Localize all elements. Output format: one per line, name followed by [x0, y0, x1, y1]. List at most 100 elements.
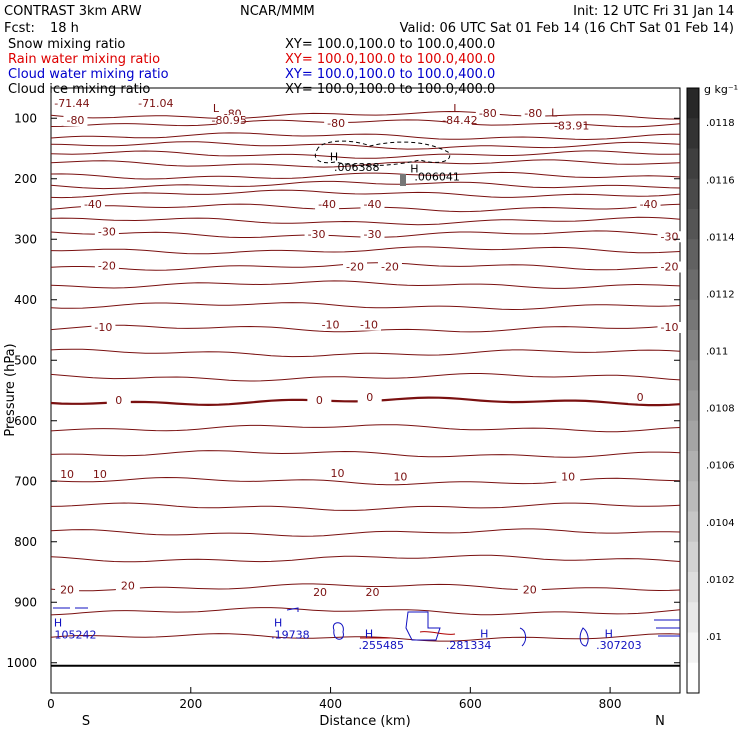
max-value-label-2: 105242 [54, 629, 96, 642]
colorbar-swatch-17 [687, 602, 699, 633]
isotherm-8 [50, 189, 681, 199]
contour-label-bg-5 [521, 107, 546, 119]
legend-cloud-water-xy: XY= 100.0,100.0 to 100.0,400.0 [285, 67, 495, 82]
cloud-water-contour-5 [579, 627, 589, 647]
isotherm-7 [50, 180, 681, 190]
fcst-label: Fcst: [4, 21, 35, 36]
contour-label-18: -20 [98, 259, 116, 272]
fcst-value: 18 h [50, 21, 79, 36]
legend-cloud-ice-name: Cloud ice mixing ratio [8, 82, 150, 97]
contour-label-bg-28 [357, 392, 382, 404]
legend-cloud-ice-xy: XY= 100.0,100.0 to 100.0,400.0 [285, 82, 495, 97]
isotherm-16 [50, 324, 681, 333]
contour-label-bg-15 [304, 228, 329, 240]
contour-label-bg-11 [315, 199, 340, 211]
colorbar-swatch-13 [687, 481, 699, 512]
extremum-marker-0: L [213, 102, 220, 115]
contour-labels: -71.44 -71.04-80-80-80-80-80-80.95 -84.42-… [54, 97, 682, 652]
contour-label-bg-20 [377, 261, 402, 273]
contour-label-35: 20 [60, 584, 74, 597]
cloud-features [51, 140, 680, 667]
contour-label-bg-37 [308, 586, 333, 598]
init-time: Init: 12 UTC Fri 31 Jan 14 [573, 4, 734, 19]
y-tick-label-3: 400 [14, 293, 37, 307]
legend-snow-name: Snow mixing ratio [8, 37, 125, 52]
colorbar-swatch-8 [687, 330, 699, 361]
contour-label-bg-3 [220, 108, 245, 120]
contour-label-bg-16 [360, 228, 385, 240]
colorbar-tick-2: .0114 [706, 232, 735, 243]
contour-label-bg-9 [559, 120, 584, 132]
rain-water-contour [360, 631, 456, 639]
isotherm-22 [50, 476, 681, 486]
contour-label-bg-14 [94, 226, 119, 238]
extremum-marker-3: H [330, 151, 338, 164]
x-axis-title: Distance (km) [319, 714, 410, 729]
isotherm-28 [50, 633, 681, 642]
contour-label-bg-6 [475, 107, 500, 119]
contour-label-9: -83.91 [554, 120, 589, 133]
colorbar-swatch-6 [687, 269, 699, 301]
contour-label-bg-27 [307, 395, 332, 407]
contour-label-bg-32 [325, 467, 350, 479]
contour-label-30: 10 [60, 468, 74, 481]
isotherm-5 [50, 159, 681, 168]
colorbar-tick-0: .0118 [706, 118, 735, 129]
contour-label-26: 0 [115, 394, 122, 407]
contour-label-bg-25 [657, 322, 682, 333]
colorbar-swatch-3 [687, 178, 699, 210]
contour-label-bg-35 [55, 584, 80, 596]
cloud-water-contour-3 [405, 611, 441, 641]
y-tick-label-7: 800 [14, 535, 37, 549]
temperature-contours [50, 110, 681, 642]
legend-snow-xy: XY= 100.0,100.0 to 100.0,400.0 [285, 37, 495, 52]
colorbar-tick-8: .0102 [706, 575, 735, 586]
y-tick-label-5: 600 [14, 414, 37, 428]
isotherm-2 [50, 132, 681, 141]
contour-label-bg-38 [360, 586, 385, 598]
colorbar-swatch-0 [687, 88, 699, 119]
field-legend: Snow mixing ratio XY= 100.0,100.0 to 100… [8, 37, 495, 97]
colorbar-swatch-4 [687, 209, 699, 240]
contour-label-bg-17 [657, 231, 682, 243]
contour-label-13: -40 [640, 198, 658, 211]
cloud-ice-max-shading [400, 174, 406, 186]
cloud-water-contour-2 [332, 622, 344, 640]
contour-label-36: 20 [121, 579, 135, 592]
contour-label-bg-8 [447, 115, 472, 127]
colorbar-swatch-14 [687, 511, 699, 543]
colorbar-swatch-11 [687, 420, 699, 452]
extremum-marker-4: H [410, 163, 418, 176]
contour-label-0: -71.44 [54, 97, 89, 110]
contour-label-bg-36 [115, 580, 140, 592]
x-end-label-south: S [82, 714, 90, 729]
colorbar-swatch-18 [687, 632, 699, 664]
contour-label-32: 10 [331, 467, 345, 480]
contour-label-1: -71.04 [138, 97, 173, 110]
isotherm-15 [50, 302, 681, 311]
cloud-water-contour-6 [654, 619, 680, 637]
y-tick-label-1: 200 [14, 172, 37, 186]
contour-label-14: -30 [98, 225, 116, 238]
isotherm-4 [50, 150, 681, 159]
colorbar-swatch-5 [687, 239, 699, 270]
colorbar-tick-4: .011 [706, 347, 728, 358]
x-end-label-north: N [655, 714, 665, 729]
legend-rain-name: Rain water mixing ratio [8, 52, 160, 67]
y-tick-label-9: 1000 [6, 656, 37, 670]
contour-label-20: -20 [381, 261, 399, 274]
contour-label-33: 10 [393, 470, 407, 483]
colorbar-swatch-10 [687, 390, 699, 422]
contour-label-4: -80 [327, 117, 345, 130]
x-tick-label-1: 200 [179, 697, 202, 711]
colorbar-swatch-1 [687, 118, 699, 149]
colorbar-unit: g kg⁻¹ [704, 83, 738, 96]
contour-label-23: -10 [322, 319, 340, 332]
x-tick-label-2: 400 [319, 697, 342, 711]
contour-label-15: -30 [308, 228, 326, 241]
extremum-marker-6: H [274, 616, 282, 629]
colorbar-frame [686, 87, 700, 694]
isotherm-23 [50, 502, 681, 511]
